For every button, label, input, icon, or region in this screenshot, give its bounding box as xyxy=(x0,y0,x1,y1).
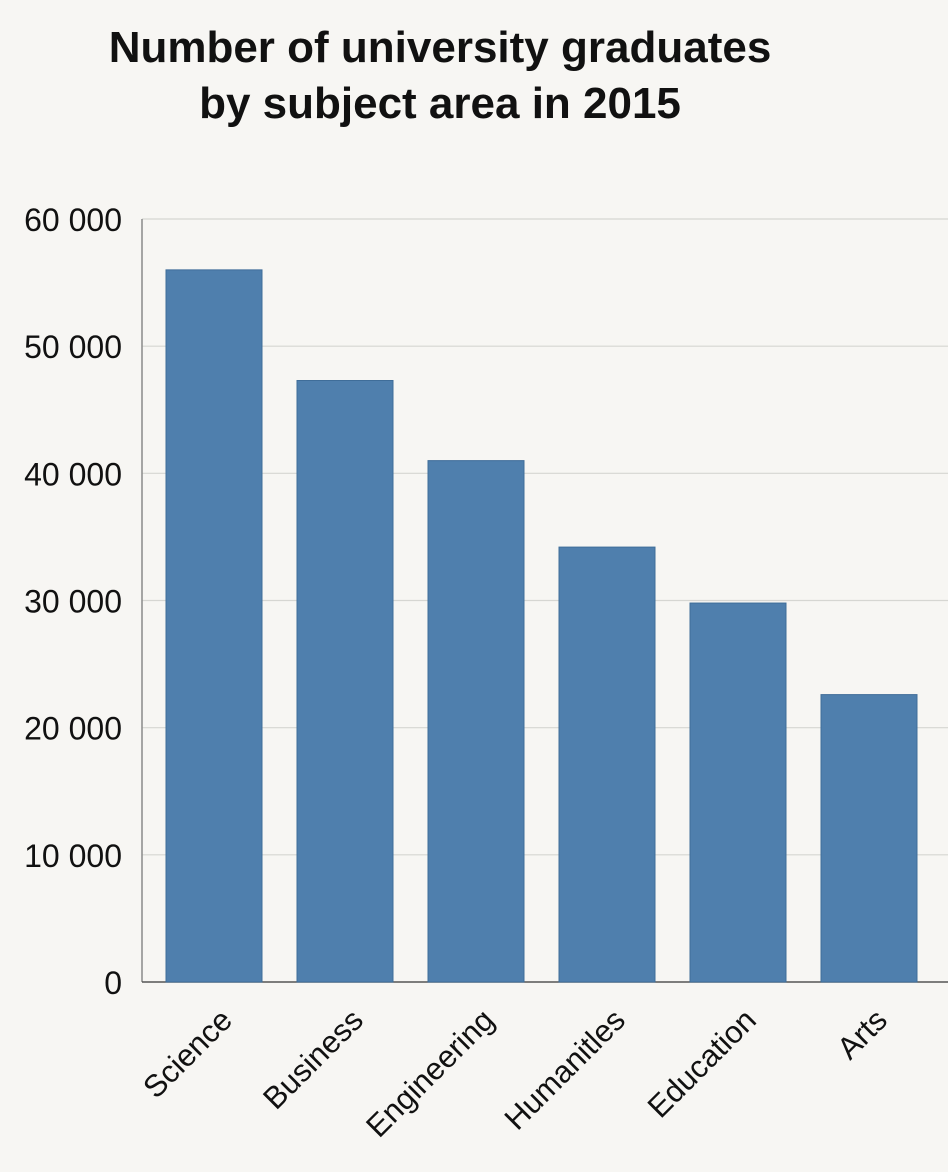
bar-engineering xyxy=(427,460,525,983)
y-tick-label: 10 000 xyxy=(24,838,122,874)
chart-title-line-1: Number of university graduates xyxy=(108,23,772,72)
chart-title: Number of university graduates by subjec… xyxy=(0,20,880,132)
y-tick-label: 20 000 xyxy=(24,711,122,747)
bar-humanitles xyxy=(558,546,656,983)
chart-title-line-2: by subject area in 2015 xyxy=(199,79,681,128)
x-tick-label: Science xyxy=(136,1002,239,1105)
x-tick-label: Business xyxy=(256,1002,370,1116)
bar-science xyxy=(165,269,263,983)
x-tick-label: Education xyxy=(641,1002,763,1124)
bar-arts xyxy=(820,694,918,983)
y-tick-label: 60 000 xyxy=(24,202,122,238)
y-tick-label: 30 000 xyxy=(24,584,122,620)
y-tick-label: 40 000 xyxy=(24,456,122,492)
x-tick-label: Humanitles xyxy=(498,1002,632,1136)
x-tick-label: Engineering xyxy=(359,1002,501,1144)
bar-business xyxy=(296,380,394,983)
y-tick-label: 0 xyxy=(104,965,122,1001)
bar-education xyxy=(689,602,787,983)
y-tick-label: 50 000 xyxy=(24,329,122,365)
x-tick-label: Arts xyxy=(830,1002,894,1066)
